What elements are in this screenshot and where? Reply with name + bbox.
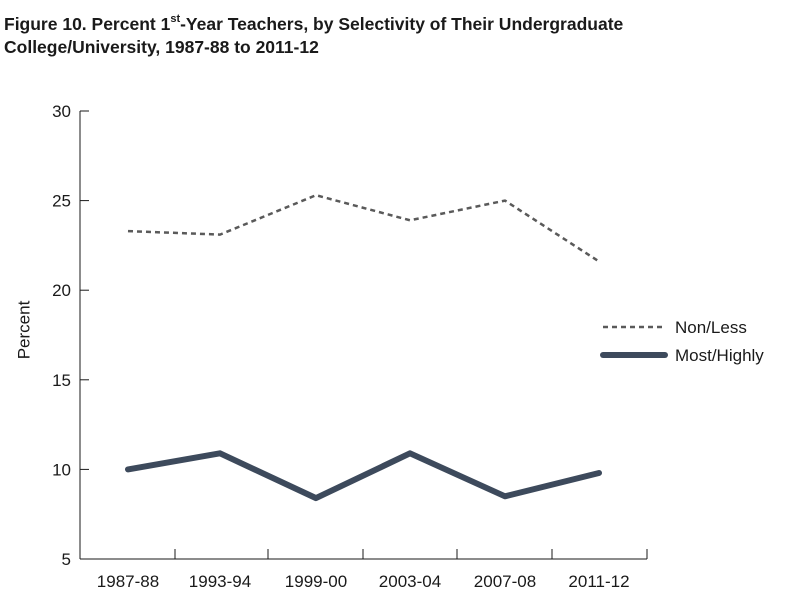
series-group — [125, 193, 602, 502]
title-main: Figure 10. Percent 1 — [4, 14, 171, 34]
y-tick-label: 10 — [52, 460, 71, 479]
y-tick-label: 5 — [62, 550, 71, 569]
x-tick-label: 2011-12 — [568, 572, 629, 591]
y-tick-label: 25 — [52, 192, 71, 211]
y-tick-label: 30 — [52, 102, 71, 121]
axes — [79, 111, 647, 560]
legend-label: Non/Less — [675, 318, 747, 337]
x-tick-label: 2003-04 — [379, 572, 441, 591]
x-tick-label: 1987-88 — [97, 572, 159, 591]
series-line-most-highly — [125, 450, 602, 502]
chart-title: Figure 10. Percent 1st-Year Teachers, by… — [4, 13, 784, 59]
x-tick-label: 2007-08 — [474, 572, 536, 591]
x-tick-label: 1993-94 — [189, 572, 251, 591]
ticks: 5 10 15 20 25 30 1987-88 1993-94 1999-00 2003-04 2… — [52, 102, 648, 591]
title-line-2: College/University, 1987-88 to 2011-12 — [4, 37, 319, 57]
title-superscript: st — [170, 13, 181, 26]
y-axis-label: Percent — [14, 300, 33, 359]
legend-label: Most/Highly — [675, 346, 764, 365]
x-tick-label: 1999-00 — [285, 572, 347, 591]
series-line-non-less — [127, 193, 600, 263]
y-tick-label: 15 — [52, 371, 71, 390]
legend: Non/Less Most/Highly — [600, 318, 764, 365]
title-rest: -Year Teachers, by Selectivity of Their … — [180, 14, 624, 34]
y-tick-label: 20 — [52, 281, 71, 300]
